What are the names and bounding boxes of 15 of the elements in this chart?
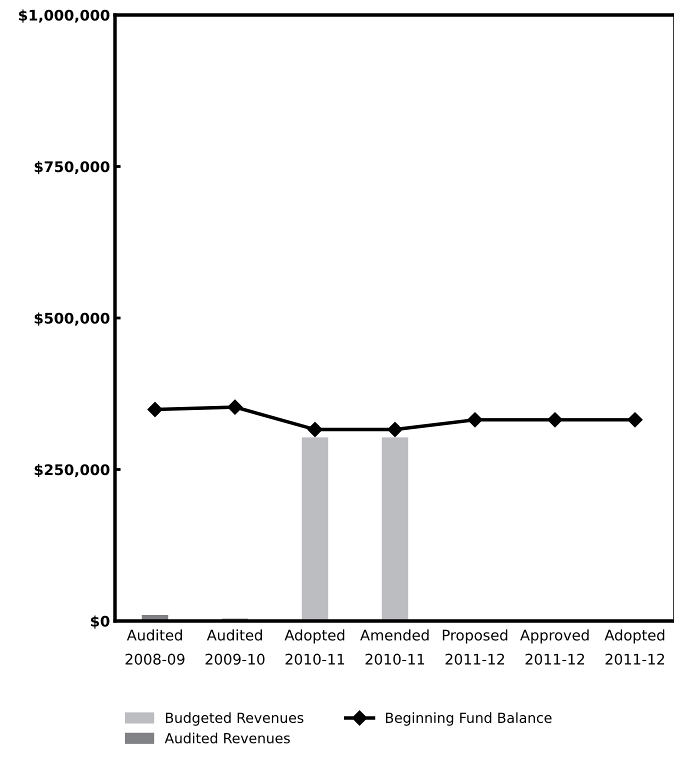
legend-label: Beginning Fund Balance [386, 712, 552, 726]
y-tick-label: $0 [90, 615, 110, 629]
x-tick-label: Adopted 2011-12 [604, 629, 664, 665]
x-tick-label: Adopted 2010-11 [284, 629, 344, 665]
y-tick-label: $1,000,000 [19, 9, 110, 23]
y-tick-label: $250,000 [34, 464, 110, 478]
x-tick-label: Audited 2009-10 [206, 629, 264, 665]
y-tick-label: $750,000 [34, 160, 110, 174]
x-tick-label: Approved 2011-12 [520, 629, 589, 665]
legend-label: Budgeted Revenues [166, 712, 304, 726]
legend-label: Audited Revenues [164, 732, 290, 744]
x-tick-label: Proposed 2011-12 [442, 629, 508, 665]
y-tick-label: $500,000 [34, 312, 110, 326]
x-tick-label: Amended 2010-11 [360, 629, 429, 665]
x-tick-label: Audited 2008-09 [126, 629, 184, 665]
